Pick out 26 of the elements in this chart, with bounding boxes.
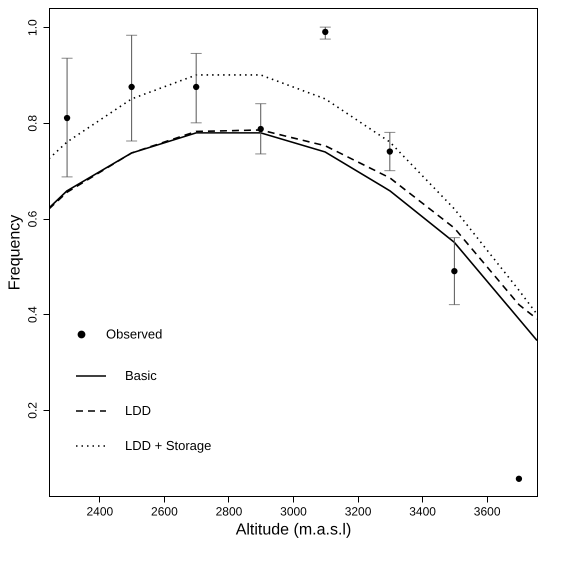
point	[516, 476, 522, 482]
x-tick-label: 3600	[474, 504, 501, 518]
point	[258, 126, 264, 132]
y-tick-label: 0.8	[26, 114, 40, 132]
x-tick-label: 2600	[151, 504, 178, 518]
point	[322, 28, 328, 36]
y-tick-label: 1.0	[26, 18, 40, 36]
x-tick-label: 2800	[216, 504, 243, 518]
legend-label: Basic	[125, 368, 158, 383]
point	[386, 148, 393, 155]
legend-label: LDD	[125, 403, 152, 418]
y-tick-label: 0.4	[26, 306, 40, 324]
x-tick-label: 3200	[344, 504, 372, 518]
point	[451, 268, 458, 274]
point	[193, 84, 200, 90]
legend-label: LDD + Storage	[125, 438, 212, 453]
legend-label: Observed	[106, 326, 162, 342]
x-tick-label: 3400	[409, 504, 436, 518]
point	[64, 114, 70, 122]
y-tick-label: 0.2	[26, 402, 40, 419]
y-axis-title: Frequency	[6, 214, 24, 290]
x-tick-label: 3000	[280, 504, 308, 518]
y-tick-label: 0.6	[26, 210, 40, 228]
x-axis-title: Altitude (m.a.s.l)	[236, 522, 352, 538]
point	[128, 84, 135, 90]
x-tick-label: 2400	[86, 504, 114, 518]
